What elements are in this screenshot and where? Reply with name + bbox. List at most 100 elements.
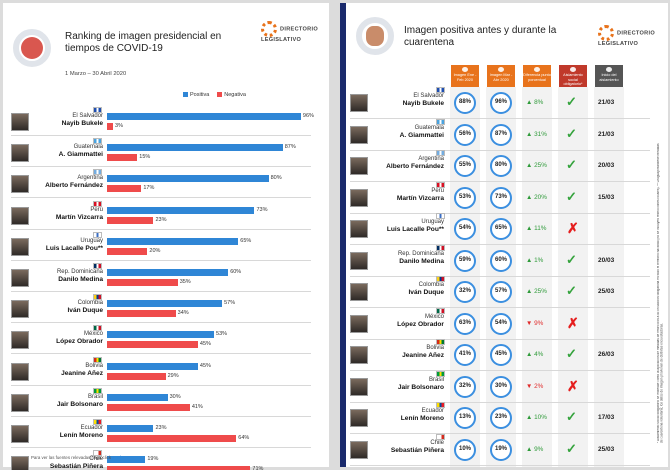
positive-bar bbox=[107, 393, 168, 401]
bar-row: Rep. Dominicana Danilo Medina 60% 35% bbox=[3, 263, 329, 294]
isolation-start-date: 20/03 bbox=[598, 162, 615, 169]
positive-bar bbox=[107, 237, 239, 245]
difference-value: ▲ 8% bbox=[526, 99, 544, 106]
difference-value: ▲ 1% bbox=[526, 256, 544, 264]
row-divider bbox=[350, 212, 650, 214]
bar-row: Bolivia Jeanine Añez 45% 29% bbox=[3, 356, 329, 388]
negative-value: 64% bbox=[238, 435, 250, 441]
difference-value: ▲ 9% bbox=[526, 445, 544, 453]
president-photo bbox=[11, 300, 29, 319]
country-name: Ecuador bbox=[421, 408, 444, 414]
isolation-start-date: 21/03 bbox=[598, 99, 615, 106]
president-name: Jair Bolsonaro bbox=[397, 383, 444, 391]
negative-value: 15% bbox=[139, 154, 151, 161]
president-photo bbox=[350, 377, 368, 396]
flag-icon bbox=[436, 370, 445, 377]
president-name: Lenín Moreno bbox=[400, 415, 444, 422]
president-photo bbox=[350, 220, 368, 238]
isolation-start-date: 20/03 bbox=[598, 256, 615, 264]
arrow-up-icon: ▲ bbox=[526, 351, 535, 358]
president-photo bbox=[11, 393, 29, 412]
row-divider bbox=[350, 307, 650, 308]
bar-row: México López Obrador 53% 45% bbox=[3, 325, 329, 356]
image-before-ring: 55% bbox=[454, 155, 476, 177]
negative-bar bbox=[107, 216, 154, 224]
negative-value: 17% bbox=[143, 185, 155, 192]
row-divider bbox=[350, 370, 650, 371]
flag-icon bbox=[93, 138, 102, 145]
president-name: Alberto Fernández bbox=[386, 163, 444, 170]
table-row: Chile Sebastián Piñera 10% 19% ▲ 9% ✓ 25/03 bbox=[346, 433, 666, 467]
row-divider bbox=[350, 275, 650, 277]
country-name: Bolivia bbox=[426, 345, 444, 351]
positive-bar bbox=[107, 362, 198, 370]
president-photo bbox=[350, 440, 368, 459]
bar-chart-icon: Imagen Mar - Abr 2020 bbox=[489, 73, 513, 82]
bar-row: Uruguay Luis Lacalle Pou** 65% 20% bbox=[3, 231, 329, 263]
check-icon: ✓ bbox=[566, 157, 577, 172]
president-name: Martín Vizcarra bbox=[396, 194, 444, 202]
bar-row: Brasil Jair Bolsonaro 30% 41% bbox=[3, 387, 329, 419]
isolation-start-date: 21/03 bbox=[598, 130, 615, 138]
president-name: López Obrador bbox=[397, 320, 444, 328]
isolation-start-date: 26/03 bbox=[598, 351, 615, 358]
negative-bar bbox=[107, 341, 198, 349]
image-before-ring: 41% bbox=[454, 344, 476, 366]
flag-icon bbox=[436, 150, 445, 156]
country-name: Colombia bbox=[77, 300, 103, 307]
difference-value: ▲ 20% bbox=[526, 193, 547, 201]
isolation-start-date: 25/03 bbox=[598, 445, 615, 453]
flag-icon bbox=[93, 231, 102, 238]
row-divider bbox=[11, 353, 311, 355]
table-row: Brasil Jair Bolsonaro 32% 30% ▼ 2% ✗ bbox=[346, 370, 666, 404]
bar-chart-icon: Imagen Ene - Feb 2020 bbox=[453, 73, 477, 82]
table-title: Imagen positiva antes y durante la cuare… bbox=[404, 25, 557, 48]
arrow-up-icon: ▲ bbox=[526, 99, 535, 106]
image-after-ring: 80% bbox=[490, 155, 512, 177]
negative-value: 41% bbox=[191, 403, 203, 410]
difference-value: ▼ 9% bbox=[526, 319, 544, 327]
check-icon: ✓ bbox=[566, 94, 577, 109]
president-photo bbox=[350, 314, 368, 333]
flag-icon bbox=[436, 118, 445, 125]
flag-icon bbox=[93, 356, 102, 363]
check-icon: ✓ bbox=[566, 251, 577, 267]
row-divider bbox=[11, 415, 311, 417]
president-photo bbox=[350, 125, 368, 144]
flag-icon bbox=[436, 244, 445, 251]
negative-bar bbox=[107, 372, 166, 380]
check-icon: ✓ bbox=[566, 283, 577, 298]
country-name: Perú bbox=[90, 206, 103, 213]
positive-value: 23% bbox=[155, 425, 167, 431]
check-icon: ✓ bbox=[566, 188, 577, 204]
sources-link[interactable]: aquí bbox=[112, 455, 121, 460]
table-row: Rep. Dominicana Danilo Medina 59% 60% ▲ 1% ✓ 2… bbox=[346, 244, 666, 278]
arrow-up-icon: ▲ bbox=[526, 193, 535, 201]
row-divider bbox=[350, 433, 650, 434]
image-after-ring: 96% bbox=[490, 92, 512, 114]
flag-icon bbox=[93, 450, 102, 457]
cross-icon: ✗ bbox=[567, 377, 579, 394]
table-row: Guatemala A. Giammattei 56% 87% ▲ 31% ✓ 21/03 bbox=[346, 118, 666, 152]
president-photo bbox=[350, 251, 368, 270]
country-name: Colombia bbox=[418, 282, 444, 288]
negative-value: 29% bbox=[167, 372, 179, 379]
isolation-start-date: 15/03 bbox=[598, 193, 615, 201]
row-divider bbox=[11, 322, 311, 324]
image-after-ring: 30% bbox=[490, 375, 512, 398]
negative-bar bbox=[107, 123, 114, 130]
president-photo bbox=[350, 157, 368, 175]
president-name: Iván Duque bbox=[408, 289, 444, 296]
country-name: Ecuador bbox=[80, 425, 103, 431]
positive-bar bbox=[107, 144, 283, 152]
image-before-ring: 54% bbox=[454, 218, 476, 240]
flag-icon bbox=[93, 263, 102, 269]
country-name: El Salvador bbox=[413, 93, 444, 99]
table-row: Colombia Iván Duque 32% 57% ▲ 25% ✓ 25/03 bbox=[346, 276, 666, 309]
table-row: Bolivia Jeanine Añez 41% 45% ▲ 4% ✓ 26/03 bbox=[346, 339, 666, 372]
arrow-up-icon: ▲ bbox=[526, 414, 535, 421]
table-row: Uruguay Luis Lacalle Pou** 54% 65% ▲ 11% ✗ bbox=[346, 213, 666, 246]
image-before-ring: 88% bbox=[454, 92, 476, 114]
table-row: Argentina Alberto Fernández 55% 80% ▲ 25% ✓ 20… bbox=[346, 150, 666, 183]
negative-value: 71% bbox=[252, 466, 264, 470]
